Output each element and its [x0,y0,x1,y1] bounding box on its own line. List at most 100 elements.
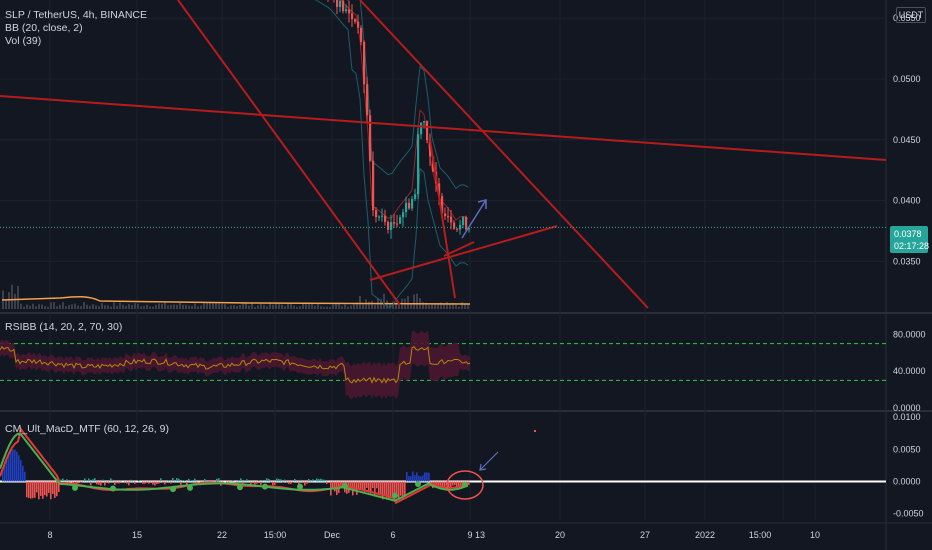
rsi-tick-label: 80.0000 [893,329,926,339]
volume-bar [371,300,373,309]
macd-histogram-bar [440,481,442,488]
volume-bar [398,305,400,309]
macd-histogram-bar [400,481,402,496]
macd-histogram-bar [326,481,328,484]
macd-histogram-bar [28,481,30,498]
currency-unit-badge[interactable]: USDT [896,7,926,23]
bb-basis-line [340,0,469,221]
macd-histogram-bar [418,475,420,482]
volume-bar [329,306,331,309]
macd-cross-dot [110,485,116,492]
price-tick-label: 0.0350 [893,256,921,266]
volume-bar [194,303,196,309]
macd-histogram-bar [158,481,160,484]
macd-histogram-bar [404,481,406,497]
macd-cross-dot [462,481,468,488]
candle-body [390,222,393,230]
volume-bar [356,302,358,309]
volume-bar [149,306,151,309]
macd-histogram-bar [134,481,136,484]
macd-histogram-bar [262,480,264,482]
candle-body [387,221,390,230]
volume-bar [443,304,445,309]
volume-bar [50,302,52,309]
macd-histogram-bar [272,481,274,486]
candle-body [441,196,444,214]
macd-histogram-bar [94,478,96,482]
macd-histogram-bar [304,481,306,486]
macd-histogram-bar [42,481,44,499]
macd-histogram-bar [92,479,94,482]
macd-histogram-bar [16,451,18,482]
volume-bar [134,303,136,309]
time-axis-label: 20 [555,530,565,540]
volume-bar [182,304,184,309]
macd-histogram-bar [40,481,42,496]
volume-bar [227,306,229,309]
time-axis-label: 22 [217,530,227,540]
volume-bar [326,306,328,309]
macd-histogram-bar [408,476,410,482]
macd-tick-label: 0.0100 [893,412,921,422]
volume-bar [38,304,40,309]
candle-body [357,21,360,28]
volume-bar [26,304,28,309]
volume-bar [413,294,415,309]
volume-bar [176,304,178,309]
macd-histogram-bar [306,481,308,484]
volume-bar [71,304,73,309]
volume-bar [203,303,205,309]
macd-histogram-bar [260,481,262,485]
candle-body [465,217,468,230]
candle-body [414,194,417,199]
macd-histogram-bar [300,479,302,482]
current-price-value: 0.0378 [894,229,922,239]
volume-indicator-label[interactable]: Vol (39) [5,35,42,47]
volume-bar [95,305,97,309]
volume-bar [167,305,169,309]
macd-histogram-bar [112,479,114,482]
volume-bar [461,302,463,309]
macd-histogram-bar [76,481,78,485]
macd-histogram-bar [288,481,290,484]
volume-bar [74,303,76,309]
volume-bar [119,302,121,309]
volume-bar [146,304,148,309]
volume-bar [173,304,175,309]
volume-bar [140,306,142,309]
macd-histogram-bar [108,481,110,484]
macd-histogram-bar [438,481,440,488]
macd-histogram-bar [372,481,374,489]
macd-histogram-bar [170,481,172,484]
macd-histogram-bar [292,481,294,483]
rsi-indicator-label[interactable]: RSIBB (14, 20, 2, 70, 30) [5,321,123,333]
macd-histogram-bar [286,481,288,483]
macd-histogram-bar [74,481,76,483]
macd-histogram-bar [6,457,8,482]
macd-histogram-bar [146,481,148,483]
macd-histogram-bar [62,478,64,482]
volume-bar [179,302,181,309]
macd-indicator-label[interactable]: CM_Ult_MacD_MTF (60, 12, 26, 9) [5,423,169,435]
macd-cross-dot [342,482,348,489]
macd-cross-dot [72,484,78,491]
time-axis-label: Dec [324,530,341,540]
volume-bar [410,303,412,309]
time-axis-label: 27 [640,530,650,540]
macd-histogram-bar [236,481,238,485]
volume-bar [20,303,22,309]
volume-bar [266,306,268,309]
candle-body [378,216,381,218]
volume-bar [269,302,271,309]
candle-body [420,122,423,135]
time-axis-label: 15:00 [749,530,772,540]
candle-body [342,0,345,12]
bb-indicator-label[interactable]: BB (20, close, 2) [5,22,83,34]
descending-resistance-line [359,0,649,309]
candle-body [423,121,426,123]
macd-histogram-bar [48,481,50,493]
volume-bar [59,304,61,309]
macd-histogram-bar [246,479,248,482]
candle-body [405,202,408,213]
